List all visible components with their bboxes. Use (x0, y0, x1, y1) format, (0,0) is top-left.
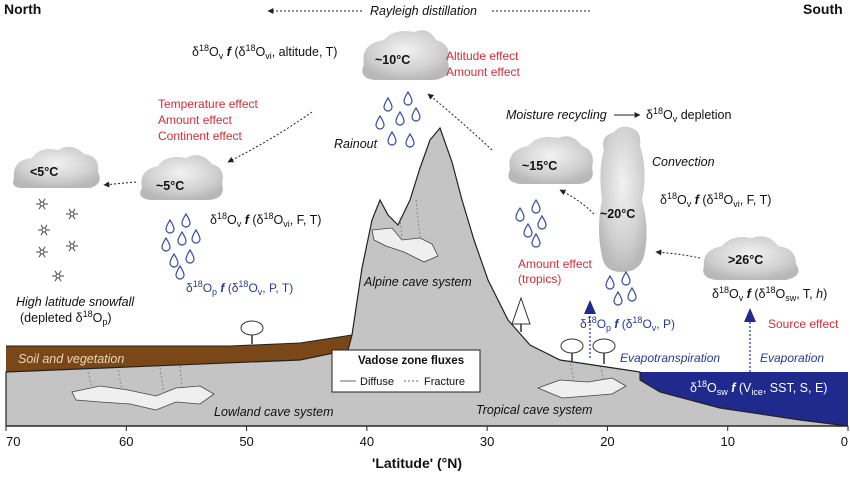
north-label: North (4, 1, 41, 17)
eq-top: δ18Ov f (δ18Ovi, altitude, T) (192, 43, 337, 61)
evapotranspiration-label: Evapotranspiration (620, 351, 720, 365)
cloud-15: ~15°C (508, 136, 593, 184)
soil-layer (6, 335, 352, 372)
soil-label: Soil and vegetation (18, 352, 124, 366)
x-tick-label: 50 (239, 434, 253, 449)
transport-arrows (103, 93, 701, 259)
alpine-cave (371, 227, 439, 263)
effect-tropics: (tropics) (518, 272, 561, 286)
effect-altitude: Altitude effect (446, 49, 519, 63)
x-tick-label: 60 (119, 434, 133, 449)
cloud-5: ~5°C (140, 155, 223, 200)
high-latitude-label: High latitude snowfall (16, 295, 135, 309)
rayleigh-label: Rayleigh distillation (370, 4, 477, 18)
cloud-10: ~10°C (362, 30, 449, 80)
evaporation-label: Evaporation (760, 351, 824, 365)
cloud-temp-10: ~10°C (375, 53, 410, 67)
south-label: South (803, 1, 843, 17)
effect-amount-left: Amount effect (158, 113, 232, 127)
x-tick-label: 10 (720, 434, 734, 449)
legend-diffuse: Diffuse (360, 376, 394, 388)
cloud-temp-gt26: >26°C (728, 253, 763, 267)
eq-mid-left: δ18Ov f (δ18Ovi, F, T) (210, 211, 321, 229)
effect-source: Source effect (768, 317, 839, 331)
x-tick-label: 30 (480, 434, 494, 449)
x-tick-label: 20 (600, 434, 614, 449)
convection-label: Convection (652, 155, 715, 169)
legend-title: Vadose zone fluxes (358, 355, 464, 367)
x-axis-title: 'Latitude' (°N) (372, 455, 462, 471)
snowflakes (35, 198, 79, 282)
eq-source: δ18Ov f (δ18Osw, T, h) (712, 285, 827, 303)
moisture-recycling-label: Moisture recycling (506, 108, 607, 122)
alpine-cave-label: Alpine cave system (363, 275, 472, 289)
ocean-area (640, 372, 848, 426)
x-axis-ticks: 70 60 50 40 30 20 10 0 (5, 426, 849, 449)
land-mountain (5, 126, 849, 427)
effect-amount-top: Amount effect (446, 65, 520, 79)
rain-drops-mid (515, 199, 547, 248)
cloud-temp-lt5: <5°C (30, 165, 58, 179)
eq-convection: δ18Ov f (δ18Ovi, F, T) (660, 191, 771, 209)
rain-drops-right (605, 271, 637, 306)
tree-pine (511, 296, 531, 332)
tropical-cave (536, 377, 627, 399)
eq-depletion: δ18Ov depletion (646, 106, 731, 124)
legend: Vadose zone fluxes Diffuse Fracture (331, 349, 481, 393)
lowland-cave-label: Lowland cave system (214, 405, 334, 419)
cloud-temp-5: ~5°C (156, 179, 184, 193)
tropical-cave-label: Tropical cave system (476, 403, 592, 417)
lowland-cave (71, 385, 215, 411)
vadose-flux-lines (87, 199, 605, 393)
cloud-temp-15: ~15°C (522, 159, 557, 173)
rainout-label: Rainout (334, 137, 378, 151)
effect-amount-tropics: Amount effect (518, 257, 592, 271)
cloud-gt26: >26°C (703, 236, 799, 280)
tree-tropical (560, 338, 616, 364)
effect-continent: Continent effect (158, 129, 243, 143)
legend-fracture: Fracture (424, 376, 465, 388)
eq-precip-right: δ18Op f (δ18Ov, P) (580, 315, 675, 333)
cloud-temp-20: ~20°C (600, 207, 635, 221)
rain-drops-top (375, 91, 421, 148)
vapor-arrows (584, 300, 756, 372)
effect-temperature: Temperature effect (158, 97, 258, 111)
cloud-lt5: <5°C (13, 146, 100, 188)
tree-lowland (240, 320, 264, 344)
x-tick-label: 0 (841, 434, 848, 449)
x-tick-label: 40 (360, 434, 374, 449)
depleted-label: (depleted δ18Op) (20, 309, 112, 327)
rain-drops-left (161, 213, 201, 280)
eq-precip-left: δ18Op f (δ18Ov, P, T) (186, 279, 293, 297)
x-tick-label: 70 (6, 434, 20, 449)
cloud-20-convection: ~20°C (599, 126, 647, 273)
